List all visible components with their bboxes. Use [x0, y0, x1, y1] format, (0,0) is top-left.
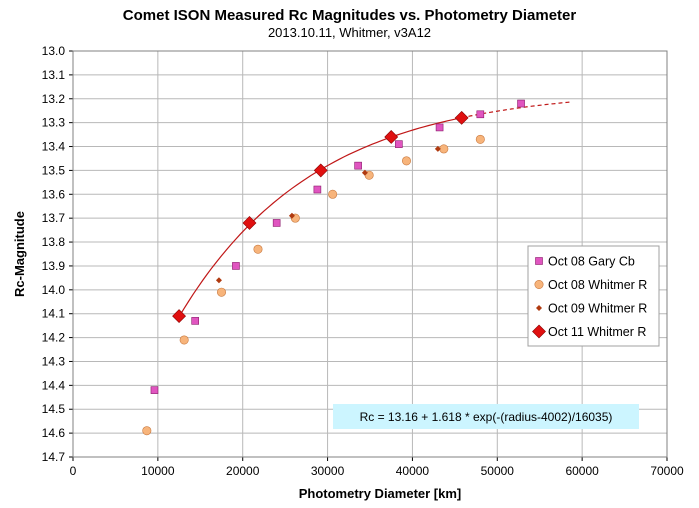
gary-cb-point [232, 262, 240, 270]
gary-cb-point [435, 123, 444, 132]
y-tick-label: 14.7 [42, 450, 66, 464]
y-tick-label: 13.9 [42, 259, 66, 273]
y-tick-label: 14.0 [42, 283, 66, 297]
oct09-whitmer-point [288, 212, 295, 219]
gary-cb-point [272, 219, 281, 227]
oct08-whitmer-point [328, 189, 338, 199]
y-tick-label: 14.2 [42, 331, 66, 345]
y-tick-label: 13.4 [42, 140, 66, 154]
oct08-whitmer-point [253, 244, 263, 254]
x-tick-label: 70000 [650, 464, 684, 478]
oct09-whitmer-point [361, 169, 368, 176]
y-tick-label: 13.6 [42, 187, 66, 201]
legend-marker [534, 279, 544, 289]
x-tick-label: 30000 [311, 464, 345, 478]
legend-label: Oct 11 Whitmer R [548, 325, 646, 339]
y-tick-label: 14.3 [42, 354, 66, 368]
legend-label: Oct 08 Gary Cb [548, 255, 635, 269]
oct11-whitmer-point [242, 216, 257, 230]
gary-cb-point [354, 161, 362, 170]
x-tick-label: 0 [70, 464, 77, 478]
oct08-whitmer-point [401, 156, 411, 166]
gary-cb-point [517, 99, 525, 108]
y-tick-label: 13.8 [42, 235, 66, 249]
x-axis-title: Photometry Diameter [km] [299, 486, 462, 501]
y-tick-label: 13.0 [42, 44, 66, 58]
legend-marker [535, 257, 543, 265]
y-tick-label: 14.1 [42, 307, 66, 321]
gary-cb-point [191, 317, 199, 325]
fit-curve-extrapolation [461, 101, 570, 119]
fit-annotation: Rc = 13.16 + 1.618 * exp(-(radius-4002)/… [360, 410, 613, 424]
oct08-whitmer-point [179, 335, 189, 345]
y-tick-label: 14.4 [42, 378, 66, 392]
oct09-whitmer-point [215, 277, 222, 284]
x-tick-label: 40000 [396, 464, 430, 478]
oct11-whitmer-point [313, 163, 328, 178]
gary-cb-point [476, 110, 485, 119]
x-tick-label: 10000 [141, 464, 175, 478]
y-tick-label: 13.2 [42, 92, 66, 106]
x-tick-label: 60000 [565, 464, 599, 478]
legend-label: Oct 08 Whitmer R [548, 278, 647, 292]
oct08-whitmer-point [142, 426, 152, 436]
gary-cb-point [150, 386, 159, 394]
y-tick-label: 13.5 [42, 163, 66, 177]
oct09-whitmer-point [434, 145, 441, 152]
chart-subtitle: 2013.10.11, Whitmer, v3A12 [267, 25, 432, 40]
oct11-whitmer-point [454, 110, 469, 125]
plot-border [72, 50, 668, 458]
x-tick-label: 20000 [226, 464, 260, 478]
y-tick-label: 13.3 [42, 116, 66, 130]
oct11-whitmer-point [172, 309, 186, 324]
oct08-whitmer-point [475, 134, 485, 144]
legend-marker [536, 305, 542, 311]
y-tick-label: 14.5 [42, 402, 66, 416]
chart-title: Comet ISON Measured Rc Magnitudes vs. Ph… [122, 7, 577, 24]
y-tick-label: 13.1 [42, 68, 66, 82]
legend [527, 245, 660, 347]
y-tick-label: 13.7 [42, 211, 66, 225]
gary-cb-point [395, 140, 403, 148]
legend-marker [532, 324, 546, 339]
legend-label: Oct 09 Whitmer R [548, 302, 647, 316]
fit-annotation-box [333, 404, 639, 429]
oct11-whitmer-point [384, 130, 399, 144]
y-axis-title: Rc-Magnitude [12, 211, 27, 297]
y-tick-label: 14.6 [42, 426, 66, 440]
x-tick-label: 50000 [481, 464, 515, 478]
oct08-whitmer-point [217, 287, 227, 297]
gary-cb-point [313, 185, 322, 194]
